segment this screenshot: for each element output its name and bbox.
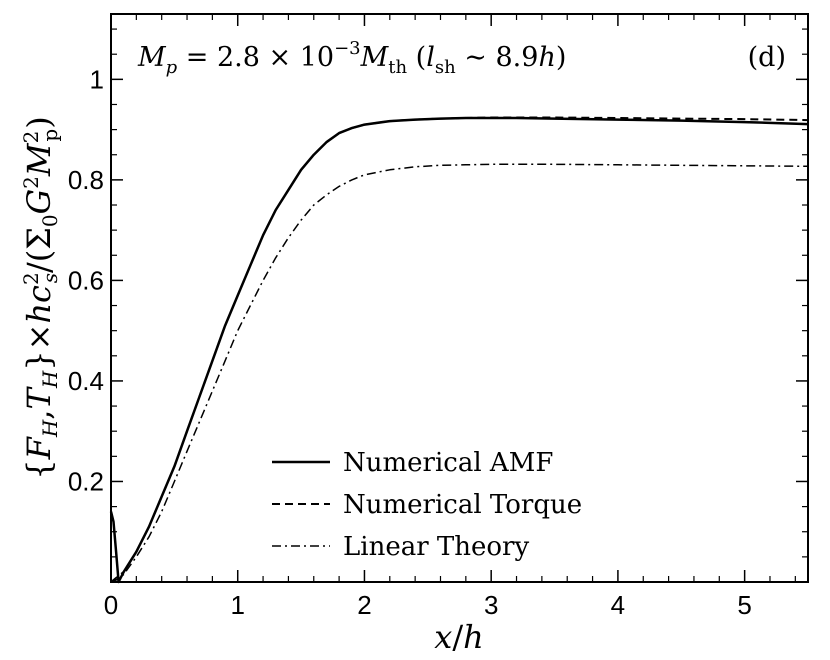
mass-annotation: Mp = 2.8 × 10−3Mth (lsh ∼ 8.9h) [137, 38, 566, 78]
y-tick-label: 0.4 [68, 366, 104, 396]
x-tick-label: 4 [611, 590, 625, 620]
series-line-numerical-torque [110, 116, 809, 583]
x-axis-title: x/h [434, 618, 483, 656]
legend-label-amf: Numerical AMF [343, 448, 553, 478]
x-tick-label: 3 [484, 590, 498, 620]
legend-label-linear: Linear Theory [343, 532, 529, 562]
y-tick-label: 0.2 [68, 466, 104, 496]
y-tick-label: 0.6 [68, 265, 104, 295]
y-tick-label: 0.8 [68, 165, 104, 195]
y-tick-label: 1 [90, 64, 104, 94]
y-axis-title: {FH,TH}×hc2s/(Σ0G2M2p) [19, 116, 62, 479]
series-lines [109, 116, 809, 584]
legend: Numerical AMF Numerical Torque Linear Th… [272, 448, 582, 562]
series-line-linear-theory [110, 163, 809, 583]
x-tick-label: 5 [737, 590, 751, 620]
x-tick-label: 2 [357, 590, 371, 620]
axis-ticks: 0 1 2 3 4 5 0.2 0.4 0.6 0.8 1 [68, 14, 808, 620]
x-tick-label: 0 [104, 590, 118, 620]
panel-label: (d) [748, 42, 786, 73]
x-tick-label: 1 [230, 590, 244, 620]
plot-frame [110, 13, 809, 583]
legend-label-torque: Numerical Torque [343, 490, 582, 520]
